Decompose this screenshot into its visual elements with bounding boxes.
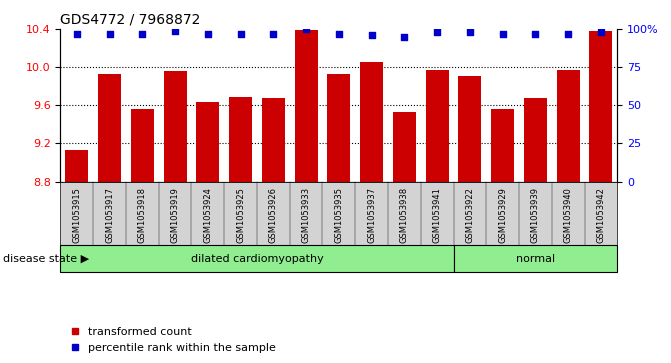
Point [301, 26, 311, 32]
Text: GSM1053939: GSM1053939 [531, 187, 540, 243]
Bar [164, 71, 187, 182]
Point [497, 31, 508, 37]
Point [71, 31, 82, 37]
Bar [590, 31, 613, 182]
Text: GSM1053917: GSM1053917 [105, 187, 114, 243]
Text: GSM1053937: GSM1053937 [367, 187, 376, 243]
Bar [557, 70, 580, 182]
Bar [65, 150, 89, 182]
Text: GSM1053935: GSM1053935 [334, 187, 344, 243]
Point [431, 29, 442, 35]
Point [530, 31, 541, 37]
Text: GDS4772 / 7968872: GDS4772 / 7968872 [60, 12, 201, 26]
Point [203, 31, 213, 37]
Text: GSM1053925: GSM1053925 [236, 187, 245, 243]
Text: dilated cardiomyopathy: dilated cardiomyopathy [191, 254, 323, 264]
Bar [98, 74, 121, 182]
Point [268, 31, 278, 37]
Text: GSM1053940: GSM1053940 [564, 187, 572, 243]
Text: GSM1053929: GSM1053929 [498, 187, 507, 243]
Point [236, 31, 246, 37]
Text: disease state ▶: disease state ▶ [3, 254, 89, 264]
Text: GSM1053919: GSM1053919 [170, 187, 180, 243]
Text: normal: normal [516, 254, 555, 264]
Bar [491, 109, 514, 182]
Bar [360, 62, 383, 182]
Text: GSM1053942: GSM1053942 [597, 187, 605, 243]
Bar [131, 109, 154, 182]
Text: GSM1053918: GSM1053918 [138, 187, 147, 243]
Bar [262, 98, 285, 182]
Bar [197, 102, 219, 182]
Text: GSM1053926: GSM1053926 [269, 187, 278, 243]
Point [563, 31, 574, 37]
Bar [295, 30, 317, 181]
Text: GSM1053924: GSM1053924 [203, 187, 212, 243]
Bar [425, 70, 449, 182]
Text: GSM1053938: GSM1053938 [400, 187, 409, 243]
Point [104, 31, 115, 37]
Point [596, 29, 607, 35]
Bar [229, 97, 252, 182]
Point [464, 29, 475, 35]
Bar [327, 74, 350, 182]
Text: GSM1053922: GSM1053922 [466, 187, 474, 243]
Point [333, 31, 344, 37]
Bar [393, 112, 416, 182]
Bar [524, 98, 547, 182]
Text: GSM1053933: GSM1053933 [301, 187, 311, 243]
Point [137, 31, 148, 37]
Point [399, 34, 410, 40]
Point [366, 32, 377, 38]
Text: GSM1053941: GSM1053941 [433, 187, 442, 243]
Text: GSM1053915: GSM1053915 [72, 187, 81, 243]
Legend: transformed count, percentile rank within the sample: transformed count, percentile rank withi… [66, 323, 280, 358]
Point [170, 28, 180, 33]
Bar [458, 76, 481, 182]
